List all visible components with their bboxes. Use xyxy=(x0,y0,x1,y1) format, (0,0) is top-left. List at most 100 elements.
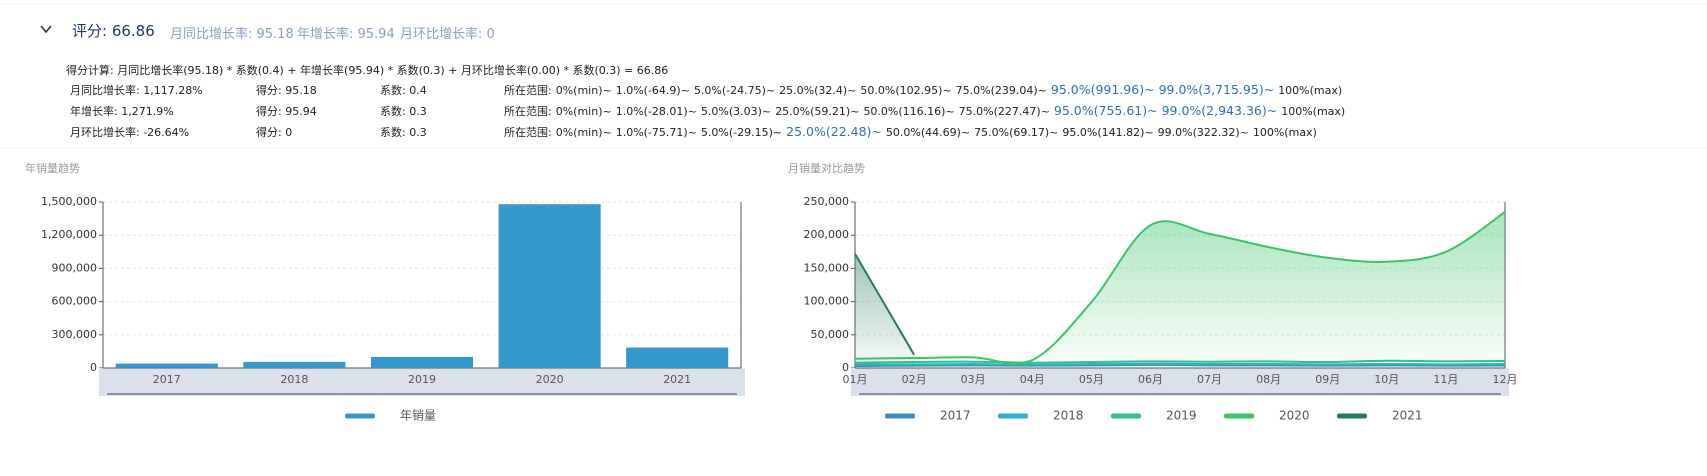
x-tick-label: 12月 xyxy=(1493,373,1518,386)
range-item: 95.0%(991.96)~ xyxy=(1050,82,1155,97)
x-tick-label: 2021 xyxy=(663,373,691,386)
y-tick-label: 200,000 xyxy=(804,228,850,241)
chart-title: 年销量趋势 xyxy=(25,162,80,175)
x-tick-label: 01月 xyxy=(843,373,868,386)
legend-swatch xyxy=(1337,413,1367,419)
range-item: 0%(min)~ xyxy=(555,84,612,97)
row-metric: 月环比增长率: -26.64% xyxy=(70,126,190,139)
range-label: 所在范围: xyxy=(504,126,552,139)
row-coef: 系数: 0.3 xyxy=(380,126,427,139)
range-label: 所在范围: xyxy=(504,105,552,118)
range-item: 5.0%(-29.15)~ xyxy=(700,126,783,139)
range-item: 99.0%(2,943.36)~ xyxy=(1161,103,1278,118)
x-tick-label: 08月 xyxy=(1256,373,1281,386)
row-score: 得分: 0 xyxy=(256,126,293,139)
y-tick-label: 300,000 xyxy=(52,328,98,341)
bar xyxy=(115,363,218,368)
range-item: 95.0%(141.82)~ xyxy=(1062,126,1154,139)
bar xyxy=(498,204,601,368)
range-item: 0%(min)~ xyxy=(555,105,612,118)
score-title: 评分: 66.86 xyxy=(72,22,155,40)
x-tick-label: 2018 xyxy=(280,373,308,386)
row-coef: 系数: 0.4 xyxy=(380,84,427,97)
range-item: 5.0%(-24.75)~ xyxy=(693,84,776,97)
x-tick-label: 2017 xyxy=(153,373,181,386)
row-metric: 年增长率: 1,271.9% xyxy=(70,105,174,118)
x-tick-label: 05月 xyxy=(1079,373,1104,386)
legend-label: 2018 xyxy=(1053,409,1084,423)
data-zoom xyxy=(851,368,1509,396)
y-tick-label: 100,000 xyxy=(804,295,850,308)
x-tick-label: 03月 xyxy=(961,373,986,386)
y-tick-label: 600,000 xyxy=(52,295,98,308)
range-item: 99.0%(3,715.95)~ xyxy=(1158,82,1275,97)
range-item: 25.0%(22.48)~ xyxy=(786,124,882,139)
chart-title: 月销量对比趋势 xyxy=(788,162,865,175)
row-score: 得分: 95.94 xyxy=(256,105,317,118)
y-tick-label: 0 xyxy=(842,361,849,374)
range-item: 25.0%(59.21)~ xyxy=(775,105,860,118)
range-item: 75.0%(239.04)~ xyxy=(955,84,1047,97)
y-tick-label: 150,000 xyxy=(804,261,850,274)
row-score: 得分: 95.18 xyxy=(256,84,317,97)
range-item: 25.0%(32.4)~ xyxy=(779,84,857,97)
range-item: 100%(max) xyxy=(1278,84,1343,97)
range: 所在范围: 0%(min)~ 1.0%(-64.9)~ 5.0%(-24.75)~ 25… xyxy=(504,82,1342,98)
metric: 月同比增长率: 95.18 xyxy=(170,27,294,42)
range-item: 1.0%(-64.9)~ xyxy=(615,84,690,97)
x-tick-label: 04月 xyxy=(1020,373,1045,386)
x-tick-label: 2020 xyxy=(536,373,564,386)
range-item: 5.0%(3.03)~ xyxy=(700,105,772,118)
y-tick-label: 50,000 xyxy=(811,328,850,341)
range-item: 1.0%(-28.01)~ xyxy=(615,105,697,118)
legend-swatch xyxy=(1111,413,1141,419)
range-item: 50.0%(116.16)~ xyxy=(863,105,955,118)
y-tick-label: 1,500,000 xyxy=(41,195,97,208)
metric: 月环比增长率: 0 xyxy=(400,27,495,42)
bar xyxy=(370,356,474,368)
legend-swatch xyxy=(345,413,375,419)
area-fill xyxy=(855,253,915,368)
collapse-chevron[interactable] xyxy=(40,25,52,34)
legend-swatch xyxy=(1224,413,1254,419)
line xyxy=(854,211,1506,365)
x-tick-label: 06月 xyxy=(1138,373,1163,386)
x-tick-label: 02月 xyxy=(902,373,927,386)
legend-swatch xyxy=(885,413,915,419)
y-tick-label: 0 xyxy=(90,361,97,374)
range-item: 50.0%(44.69)~ xyxy=(885,126,971,139)
bar xyxy=(626,347,729,368)
y-tick-label: 1,200,000 xyxy=(41,228,97,241)
range: 所在范围: 0%(min)~ 1.0%(-75.71)~ 5.0%(-29.15)~ 2… xyxy=(504,124,1317,140)
y-tick-label: 900,000 xyxy=(52,261,98,274)
bar xyxy=(243,361,346,368)
y-tick-label: 250,000 xyxy=(804,195,850,208)
range-item: 75.0%(69.17)~ xyxy=(974,126,1059,139)
metric: 年增长率: 95.94 xyxy=(297,27,395,42)
legend-swatch xyxy=(998,413,1028,419)
x-tick-label: 07月 xyxy=(1197,373,1222,386)
range-item: 100%(max) xyxy=(1281,105,1346,118)
range-label: 所在范围: xyxy=(504,84,552,97)
legend-label: 年销量 xyxy=(400,409,436,423)
legend-label: 2021 xyxy=(1392,409,1423,423)
formula: 得分计算: 月同比增长率(95.18) * 系数(0.4) + 年增长率(95.… xyxy=(66,64,669,77)
range-item: 99.0%(322.32)~ xyxy=(1157,126,1249,139)
range-item: 0%(min)~ xyxy=(555,126,612,139)
range-item: 1.0%(-75.71)~ xyxy=(615,126,697,139)
row-coef: 系数: 0.3 xyxy=(380,105,427,118)
legend-label: 2017 xyxy=(940,409,971,423)
row-metric: 月同比增长率: 1,117.28% xyxy=(70,84,203,97)
x-tick-label: 2019 xyxy=(408,373,436,386)
x-tick-label: 09月 xyxy=(1315,373,1340,386)
line xyxy=(854,253,915,356)
x-tick-label: 11月 xyxy=(1433,373,1458,386)
range-item: 50.0%(102.95)~ xyxy=(860,84,952,97)
data-zoom xyxy=(99,368,745,396)
legend-label: 2019 xyxy=(1166,409,1197,423)
range-item: 75.0%(227.47)~ xyxy=(958,105,1050,118)
range: 所在范围: 0%(min)~ 1.0%(-28.01)~ 5.0%(3.03)~ 25.… xyxy=(504,103,1345,119)
x-tick-label: 10月 xyxy=(1374,373,1399,386)
legend-label: 2020 xyxy=(1279,409,1310,423)
